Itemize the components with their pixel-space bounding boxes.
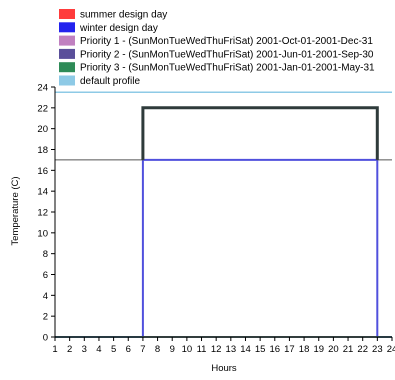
y-tick-label: 12 [37, 208, 48, 219]
x-tick-label: 15 [255, 344, 266, 355]
x-tick-label: 3 [82, 344, 87, 355]
y-tick-label: 8 [43, 249, 48, 260]
x-tick-label: 1 [52, 344, 57, 355]
y-tick-label: 4 [43, 291, 48, 302]
y-tick-label: 20 [37, 124, 48, 135]
legend-swatch [59, 22, 75, 33]
series-line-7 [55, 107, 392, 161]
legend-label: default profile [80, 76, 140, 87]
x-tick-label: 9 [170, 344, 175, 355]
x-tick-label: 17 [284, 344, 295, 355]
legend-swatch [59, 48, 75, 59]
x-tick-label: 10 [182, 344, 193, 355]
x-tick-label: 20 [328, 344, 339, 355]
x-tick-label: 21 [343, 344, 354, 355]
plot-lines [55, 91, 392, 338]
legend-label: Priority 2 - (SunMonTueWedThuFriSat) 200… [80, 49, 374, 60]
y-tick-label: 24 [37, 83, 48, 94]
x-axis-title: Hours [211, 363, 237, 374]
x-tick-label: 14 [240, 344, 251, 355]
x-tick-label: 8 [155, 344, 160, 355]
y-tick-label: 10 [37, 228, 48, 239]
legend-swatch [59, 75, 75, 86]
x-tick-label: 19 [313, 344, 324, 355]
x-tick-label: 12 [211, 344, 222, 355]
series-line-8 [141, 106, 379, 160]
x-tick-label: 6 [126, 344, 131, 355]
x-tick-label: 23 [372, 344, 383, 355]
y-tick-label: 14 [37, 187, 48, 198]
y-tick-label: 6 [43, 270, 48, 281]
legend-swatch [59, 35, 75, 46]
y-tick-label: 16 [37, 166, 48, 177]
legend-label: Priority 3 - (SunMonTueWedThuFriSat) 200… [80, 63, 375, 74]
x-tick-label: 7 [140, 344, 145, 355]
legend: summer design day winter design day Priori… [59, 9, 375, 87]
x-tick-label: 4 [96, 344, 101, 355]
legend-swatch [59, 62, 75, 73]
x-tick-label: 24 [387, 344, 395, 355]
legend-label: winter design day [79, 23, 158, 34]
legend-swatch [59, 9, 75, 19]
x-tick-label: 2 [67, 344, 72, 355]
series-line-2 [55, 158, 392, 338]
x-tick-label: 22 [357, 344, 368, 355]
y-tick-label: 2 [43, 312, 48, 323]
x-tick-label: 11 [197, 344, 207, 355]
y-tick-label: 22 [37, 103, 48, 114]
y-tick-label: 0 [43, 333, 48, 344]
y-axis-title: Temperature (C) [10, 176, 21, 245]
legend-label: Priority 1 - (SunMonTueWedThuFriSat) 200… [80, 36, 373, 47]
legend-label: summer design day [80, 10, 167, 21]
x-tick-label: 18 [299, 344, 310, 355]
x-tick-label: 16 [269, 344, 280, 355]
y-tick-label: 18 [37, 145, 48, 156]
x-tick-label: 13 [226, 344, 237, 355]
x-tick-label: 5 [111, 344, 116, 355]
